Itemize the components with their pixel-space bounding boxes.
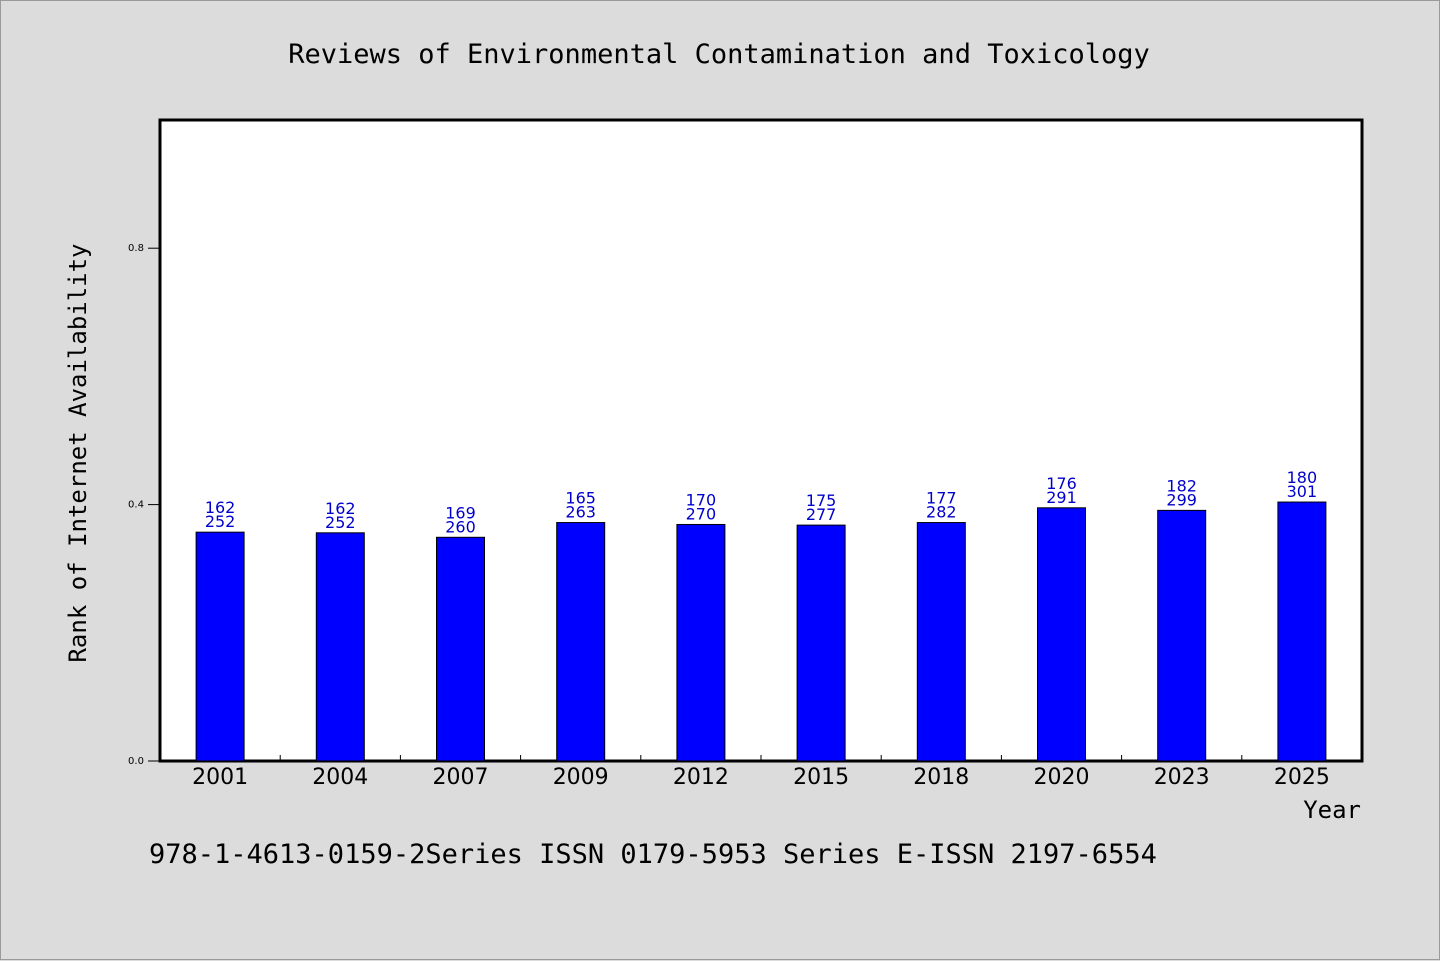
x-tick-label: 2007 xyxy=(433,765,489,790)
bars xyxy=(195,501,1327,762)
bar xyxy=(315,532,365,762)
bar-label-bottom: 252 xyxy=(325,513,356,532)
bar-label-top: 182 xyxy=(1166,476,1197,495)
x-axis-label: Year xyxy=(1303,796,1361,824)
bar-label-top: 162 xyxy=(205,498,236,517)
y-axis-label: Rank of Internet Availability xyxy=(64,243,92,662)
x-tick-label: 2004 xyxy=(312,765,368,790)
y-tick-label: 0.8 xyxy=(128,243,144,254)
bar xyxy=(556,522,606,762)
y-axis-ticks: 0.0 0.4 0.8 xyxy=(128,243,160,767)
chart-title: Reviews of Environmental Contamination a… xyxy=(288,39,1150,70)
y-tick-label: 0.4 xyxy=(128,500,144,511)
x-tick-label: 2009 xyxy=(553,765,609,790)
y-tick-label: 0.0 xyxy=(128,756,144,767)
bar-label-bottom: 277 xyxy=(806,505,837,524)
bar-labels: 1622521622521692601652631702701752771772… xyxy=(205,468,1317,536)
footer-isbn-issn: 978-1-4613-0159-2Series ISSN 0179-5953 S… xyxy=(149,839,1157,870)
bar-label-bottom: 301 xyxy=(1287,482,1318,501)
bar-label-bottom: 291 xyxy=(1046,488,1077,507)
bar-label-top: 176 xyxy=(1046,474,1077,493)
x-tick-label: 2025 xyxy=(1274,765,1330,790)
bar xyxy=(1037,507,1086,762)
bar-label-top: 170 xyxy=(686,490,717,509)
x-tick-label: 2015 xyxy=(793,765,849,790)
bar-label-top: 162 xyxy=(325,499,356,518)
bar xyxy=(796,524,846,762)
x-tick-label: 2001 xyxy=(192,765,248,790)
bar xyxy=(1157,509,1207,762)
bar-label-top: 175 xyxy=(806,491,837,510)
bar-label-bottom: 299 xyxy=(1166,490,1197,509)
x-axis-ticks: 2001 2004 2007 2009 2012 2015 2018 2020 2023 2025 xyxy=(192,755,1330,790)
x-tick-label: 2020 xyxy=(1034,765,1090,790)
bar xyxy=(1277,501,1327,762)
bar-label-top: 180 xyxy=(1287,468,1318,487)
bar-label-bottom: 252 xyxy=(205,512,236,531)
bar xyxy=(436,536,485,762)
bar-label-bottom: 282 xyxy=(926,503,957,522)
bar xyxy=(676,523,726,762)
bar xyxy=(195,531,245,762)
x-tick-label: 2012 xyxy=(673,765,729,790)
x-tick-label: 2018 xyxy=(913,765,969,790)
bar-label-top: 169 xyxy=(445,503,476,522)
bar-label-bottom: 270 xyxy=(686,504,717,523)
bar-label-bottom: 260 xyxy=(445,517,476,536)
bar-label-bottom: 263 xyxy=(565,503,596,522)
bar-label-top: 177 xyxy=(926,489,957,508)
bar-label-top: 165 xyxy=(565,489,596,508)
x-tick-label: 2023 xyxy=(1154,765,1210,790)
bar xyxy=(916,522,966,762)
